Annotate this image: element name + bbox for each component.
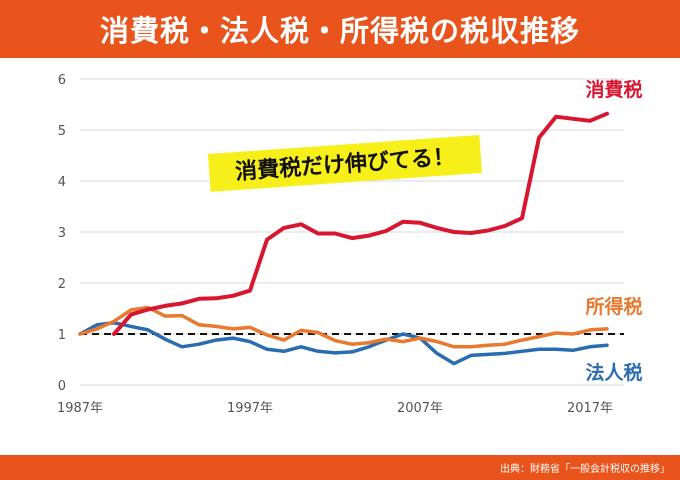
x-tick-label: 1997年 (227, 401, 273, 416)
footer-bar: 出典：財務省「一般会計税収の推移」 (0, 455, 680, 480)
y-tick-label: 3 (58, 226, 66, 241)
callout-background (208, 135, 482, 192)
x-axis-ticks: 1987年 1997年 2007年 2017年 (57, 401, 613, 416)
x-tick-label: 2007年 (397, 401, 443, 416)
series-label-income: 所得税 (585, 295, 642, 318)
callout-box: 消費税だけ伸びてる！ (208, 135, 482, 192)
title-banner: 消費税・法人税・所得税の税収推移 (0, 0, 680, 58)
x-tick-label: 1987年 (57, 401, 103, 416)
y-tick-label: 2 (58, 277, 66, 292)
x-tick-label: 2017年 (567, 401, 613, 416)
y-axis-ticks: 0 1 2 3 4 5 6 (58, 73, 66, 394)
series-lines (78, 111, 609, 366)
y-tick-label: 5 (58, 124, 66, 139)
series-line-consumption (112, 111, 609, 336)
y-tick-label: 1 (58, 328, 66, 343)
source-note: 出典：財務省「一般会計税収の推移」 (500, 464, 670, 475)
page-title: 消費税・法人税・所得税の税収推移 (99, 14, 580, 48)
grid-lines (80, 78, 624, 386)
series-line-corporate (78, 321, 609, 366)
y-tick-label: 0 (58, 379, 66, 394)
series-label-consumption: 消費税 (585, 78, 642, 101)
y-tick-label: 6 (58, 73, 66, 88)
series-line-income (78, 305, 609, 349)
series-label-corporate: 法人税 (585, 361, 642, 384)
y-tick-label: 4 (58, 175, 66, 190)
